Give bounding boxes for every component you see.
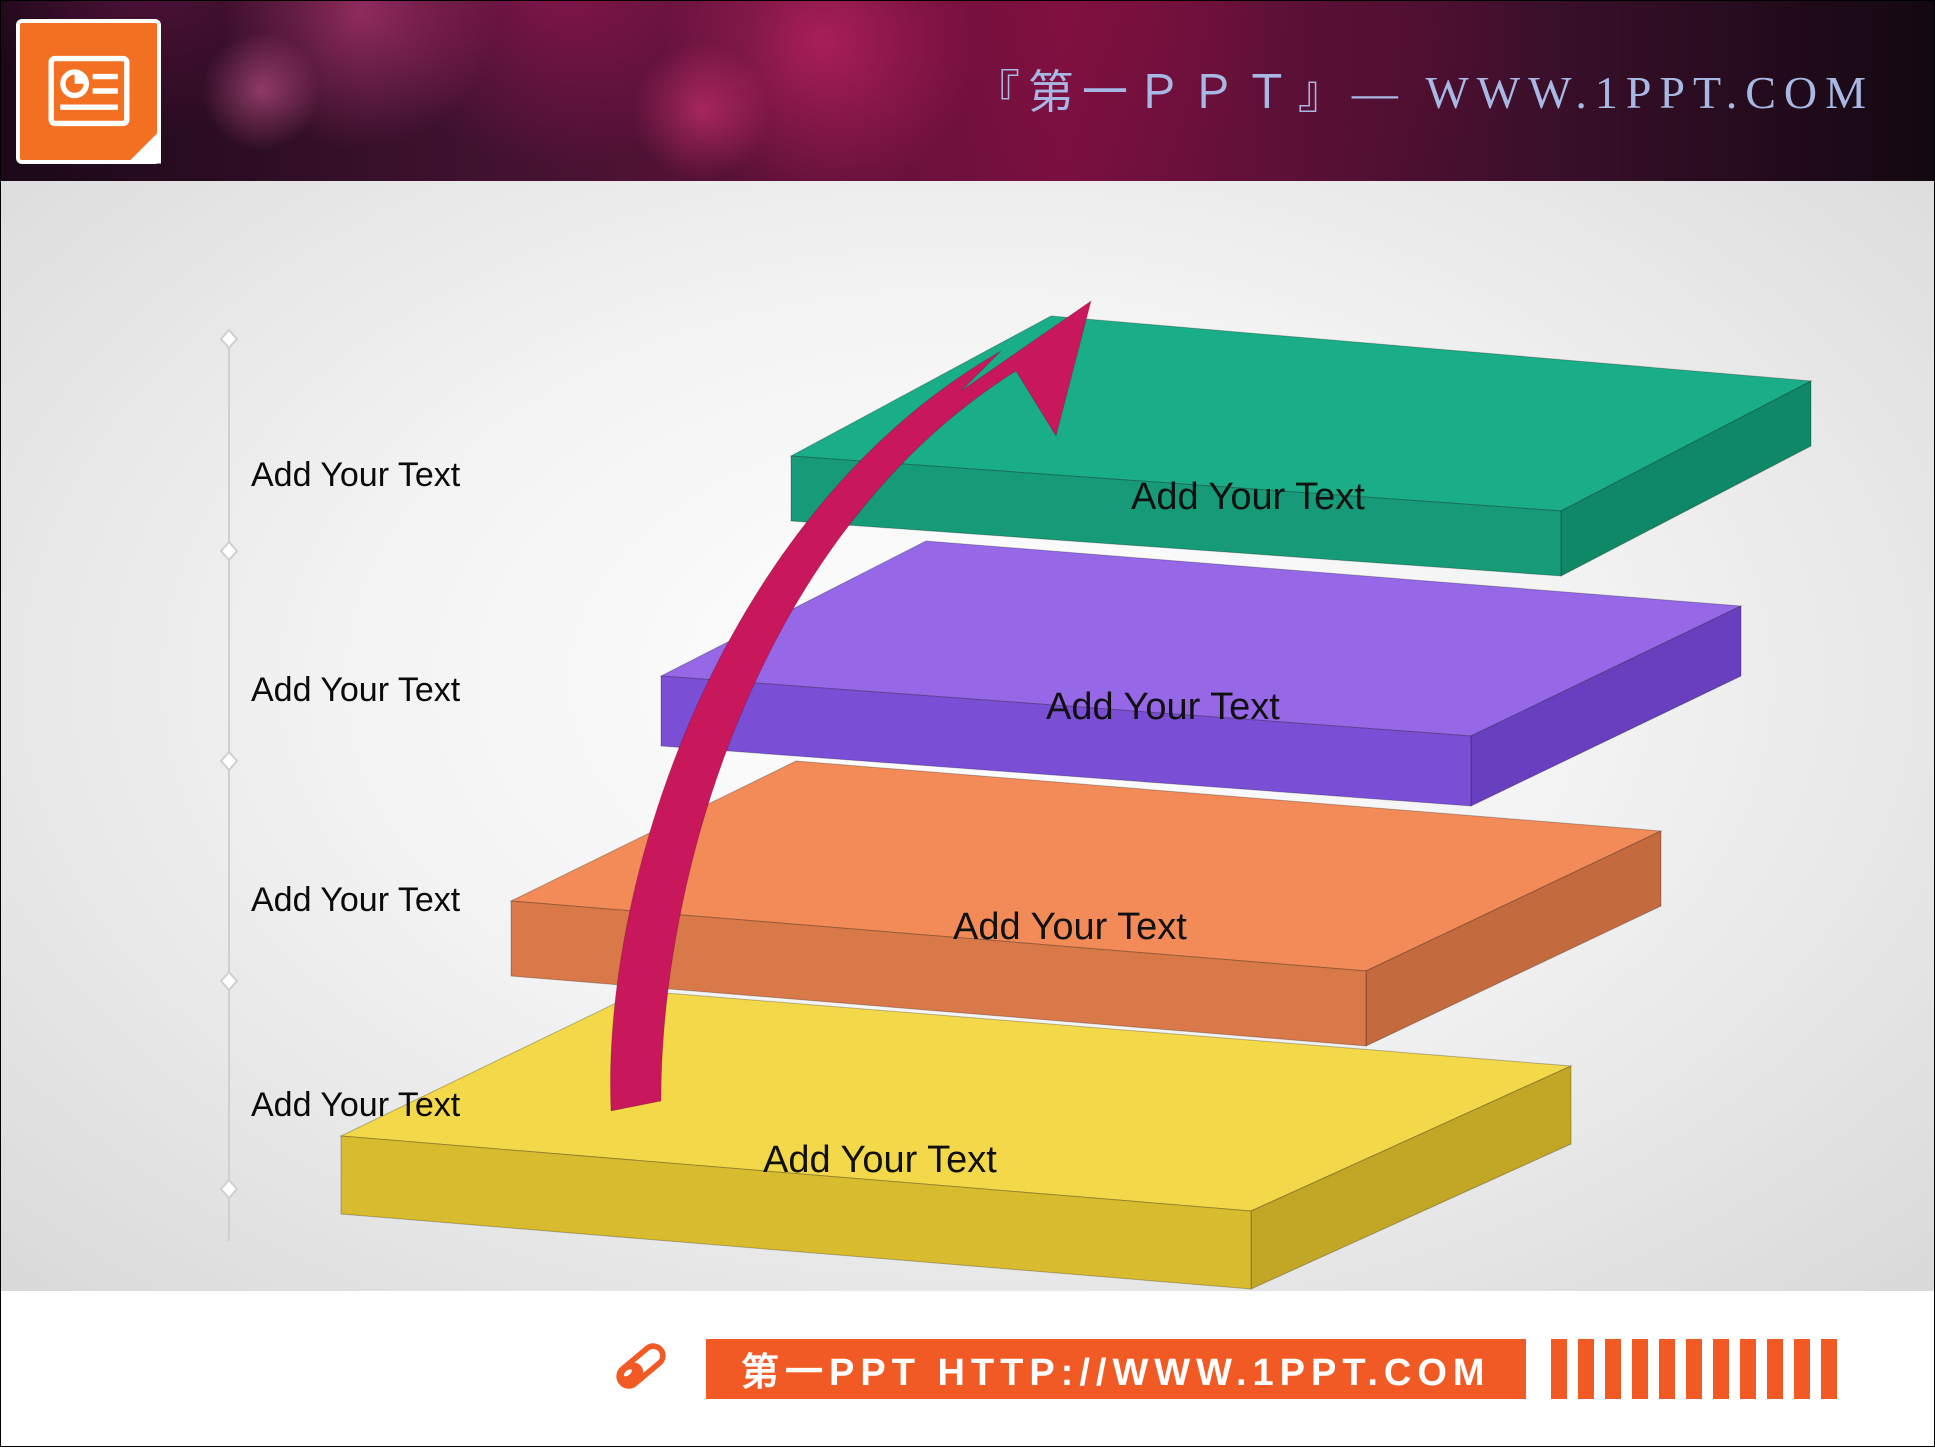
header-banner: 『第一ＰＰＴ』— WWW.1PPT.COM [1,1,1934,181]
slide-canvas: Add Your Text Add Your Text Add Your Text A… [1,181,1934,1291]
step-label-3: Add Your Text [763,1139,997,1182]
header-title: 『第一ＰＰＴ』— WWW.1PPT.COM [974,56,1874,122]
pill-icon [601,1326,681,1411]
step-label-0: Add Your Text [1131,476,1365,519]
footer-bar: 第一PPT HTTP://WWW.1PPT.COM [1,1291,1934,1446]
footer-link-text: 第一PPT HTTP://WWW.1PPT.COM [741,1341,1491,1396]
left-label-0: Add Your Text [251,456,460,495]
step-label-2: Add Your Text [953,906,1187,949]
footer-link-bar[interactable]: 第一PPT HTTP://WWW.1PPT.COM [706,1339,1526,1399]
left-label-2: Add Your Text [251,881,460,920]
step-label-1: Add Your Text [1046,686,1280,729]
left-label-3: Add Your Text [251,1086,460,1125]
footer-stripes [1551,1339,1837,1399]
powerpoint-icon [16,19,161,164]
left-label-1: Add Your Text [251,671,460,710]
